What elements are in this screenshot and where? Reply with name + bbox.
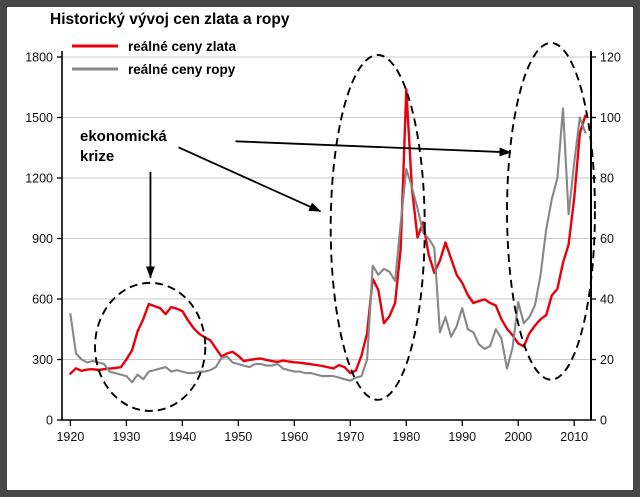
crisis-ellipse-1	[329, 54, 426, 401]
legend-label-gold: reálné ceny zlata	[128, 39, 237, 54]
x-tick-label: 1950	[224, 430, 252, 444]
crisis-arrow-2	[235, 140, 512, 157]
y-right-tick-label: 120	[600, 51, 621, 65]
y-left-tick-label: 0	[46, 414, 53, 428]
legend-label-oil: reálné ceny ropy	[128, 62, 236, 77]
crisis-ellipse-0	[94, 281, 207, 412]
y-right-tick-label: 80	[600, 172, 614, 186]
chart-title: Historický vývoj cen zlata a ropy	[50, 11, 290, 28]
y-left-tick-label: 300	[32, 353, 53, 367]
y-left-tick-label: 900	[32, 232, 53, 246]
y-left-tick-label: 1200	[25, 172, 53, 186]
x-tick-label: 2000	[504, 430, 532, 444]
x-tick-label: 1930	[112, 430, 140, 444]
y-right-tick-label: 20	[600, 353, 614, 367]
x-tick-label: 1990	[448, 430, 476, 444]
annotation-crisis-line2: krize	[80, 148, 114, 165]
series-line-0	[69, 88, 587, 375]
y-right-tick-label: 60	[600, 232, 614, 246]
y-left-tick-label: 1800	[25, 51, 53, 65]
plot-area: 0 300 600 900 1200 1500 1800 0 20 40 60 80 100 120 192…	[25, 41, 621, 444]
y-left-tick-label: 1500	[25, 111, 53, 125]
chart-canvas: 0 300 600 900 1200 1500 1800 0 20 40 60 80 100 120 192…	[25, 11, 621, 444]
legend: reálné ceny zlata reálné ceny ropy	[72, 39, 237, 77]
x-tick-label: 2010	[560, 430, 588, 444]
annotation-crisis-line1: ekonomická	[80, 128, 167, 145]
crisis-ellipse-2	[506, 41, 596, 381]
x-tick-label: 1920	[56, 430, 84, 444]
x-tick-label: 1960	[280, 430, 308, 444]
series-line-1	[69, 107, 587, 384]
y-right-tick-label: 100	[600, 111, 621, 125]
x-tick-label: 1940	[168, 430, 196, 444]
x-tick-label: 1980	[392, 430, 420, 444]
y-left-tick-label: 600	[32, 293, 53, 307]
x-tick-label: 1970	[336, 430, 364, 444]
crisis-arrow-1	[178, 146, 322, 213]
y-right-tick-label: 0	[600, 414, 607, 428]
y-right-tick-label: 40	[600, 293, 614, 307]
